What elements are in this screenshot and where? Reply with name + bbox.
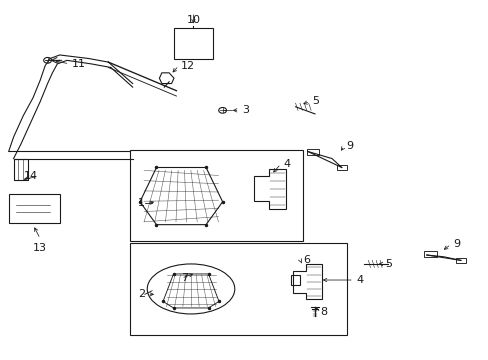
Bar	[336, 165, 346, 170]
Bar	[174, 28, 212, 59]
Text: 1: 1	[138, 198, 144, 208]
Text: 12: 12	[181, 61, 195, 71]
Text: 4: 4	[283, 159, 290, 169]
Text: 5: 5	[385, 259, 392, 269]
Text: 4: 4	[356, 275, 363, 285]
Bar	[306, 149, 318, 155]
Text: 5: 5	[312, 96, 319, 107]
Bar	[130, 150, 302, 241]
Text: 7: 7	[181, 273, 188, 283]
Bar	[424, 251, 436, 257]
Text: 10: 10	[186, 15, 200, 24]
Text: 8: 8	[319, 307, 326, 317]
Text: 14: 14	[24, 171, 38, 181]
Text: 3: 3	[242, 105, 248, 115]
Text: 6: 6	[302, 255, 309, 265]
Text: 9: 9	[346, 141, 353, 151]
Bar	[130, 243, 346, 336]
Text: 11: 11	[72, 59, 86, 69]
Text: 2: 2	[138, 289, 144, 299]
Bar	[455, 257, 465, 263]
Text: 13: 13	[33, 243, 47, 252]
Text: 9: 9	[453, 239, 460, 249]
